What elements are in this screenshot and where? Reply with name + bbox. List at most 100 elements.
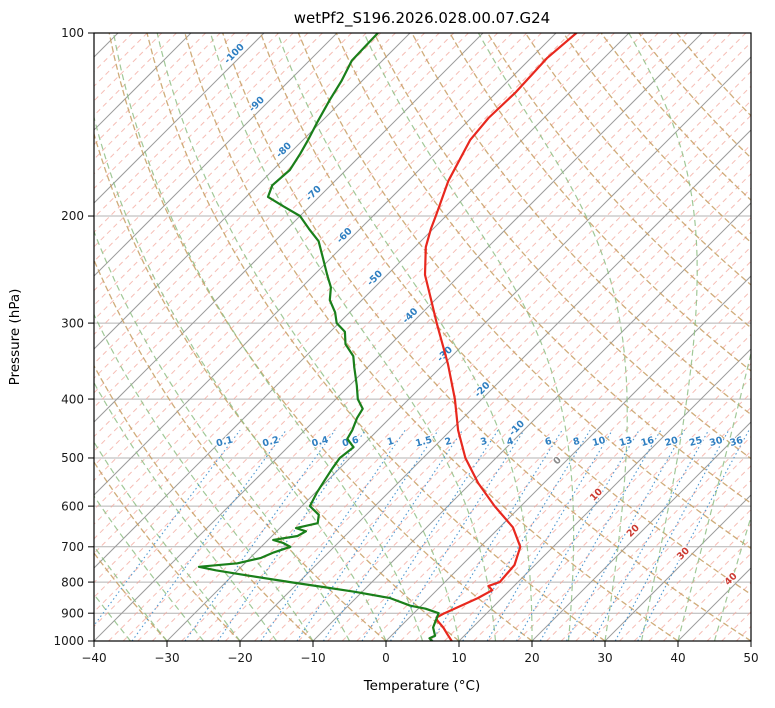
mixing-ratio-line: [637, 429, 750, 641]
minor-isotherm-line: [94, 33, 352, 292]
mixing-ratio-label: 1: [386, 436, 395, 448]
minor-isotherm-line: [94, 33, 309, 248]
isotherm-line: [458, 348, 751, 641]
isotherm-line: [94, 33, 484, 423]
x-tick-label: −10: [300, 651, 325, 665]
moist-adiabat-line: [677, 350, 751, 641]
y-tick-label: 800: [61, 575, 84, 589]
dry-adiabat-line: [108, 33, 533, 641]
dewpoint-curve: [197, 33, 440, 641]
minor-isotherm-line: [560, 450, 751, 641]
dry-adiabat-line: [373, 33, 751, 460]
mixing-ratio-lines: [94, 429, 750, 641]
x-axis-label: Temperature (°C): [363, 678, 481, 694]
isotherm-line: [239, 129, 751, 641]
plot-border: [93, 32, 752, 642]
moist-adiabat-line: [94, 495, 204, 641]
minor-isotherm-line: [94, 33, 382, 321]
mixing-ratio-labels: 0.1 0.2 0.4 0.6 1 1.5 2 3 4 6 8 10 13 16 20 25 30 36: [214, 433, 746, 451]
minor-isotherm-line: [108, 33, 717, 641]
isotherm-line: [385, 275, 751, 641]
mixing-ratio-line: [296, 429, 439, 641]
minor-isotherm-line: [648, 538, 751, 641]
mixing-ratio-line: [322, 429, 464, 641]
x-tick-label: −30: [154, 651, 179, 665]
x-tick-label: 40: [670, 651, 685, 665]
mixing-ratio-line: [592, 429, 710, 641]
dry-adiabat-line: [449, 33, 751, 372]
isotherm-line: [604, 494, 751, 641]
minor-isotherm-line: [225, 114, 751, 641]
minor-isotherm-line: [429, 319, 751, 641]
minor-isotherm-line: [692, 581, 751, 641]
moist-adiabat-line: [94, 381, 277, 641]
moist-adiabat-line: [94, 545, 168, 641]
minor-isotherm-line: [94, 33, 586, 525]
dry-adiabat-line: [94, 460, 241, 641]
isotherm-line: [94, 33, 192, 131]
mixing-ratio-label: 1.5: [414, 435, 433, 450]
minor-isotherm-line: [137, 33, 747, 641]
minor-isotherm-line: [94, 33, 250, 190]
mixing-ratio-label: 8: [572, 436, 582, 448]
x-tick-label: −40: [81, 651, 106, 665]
moist-adiabat-line: [94, 115, 387, 641]
moist-adiabat-line: [713, 515, 751, 641]
isotherm-label: -60: [335, 226, 355, 246]
minor-isotherm-line: [94, 33, 571, 511]
minor-isotherm-line: [94, 33, 674, 613]
chart-title: wetPf2_S196.2026.028.00.07.G24: [294, 9, 550, 28]
moist-adiabat-line: [94, 229, 351, 641]
mixing-ratio-line: [539, 429, 662, 641]
dry-adiabat-line: [335, 33, 751, 504]
moist-adiabat-line: [363, 33, 575, 641]
x-tick-label: −20: [227, 651, 252, 665]
dry-adiabat-line: [638, 33, 751, 159]
isotherm-line: [94, 33, 338, 277]
y-tick-label: 700: [61, 540, 84, 554]
minor-isotherm-line: [122, 33, 732, 641]
isotherm-label: 20: [625, 522, 642, 539]
minor-isotherm-line: [94, 33, 601, 540]
x-tick-label: 30: [597, 651, 612, 665]
x-tick-label: 20: [524, 651, 539, 665]
mixing-ratio-label: 25: [688, 435, 704, 449]
minor-isotherm-line: [487, 377, 751, 641]
mixing-ratio-label: 30: [708, 435, 724, 449]
mixing-ratio-line: [131, 429, 287, 641]
minor-isotherm-line: [298, 187, 751, 641]
mixing-ratio-label: 36: [729, 435, 745, 449]
moist-adiabat-line: [94, 441, 241, 641]
minor-isotherm-line: [94, 33, 367, 306]
y-tick-label: 600: [61, 499, 84, 513]
isotherm-lines: [94, 33, 751, 641]
mixing-ratio-line: [184, 429, 336, 641]
mixing-ratio-line: [390, 429, 525, 641]
mixing-ratio-line: [614, 429, 730, 641]
mixing-ratio-line: [217, 429, 366, 641]
minor-isotherm-line: [254, 143, 751, 641]
mixing-ratio-line: [566, 429, 685, 641]
x-tick-label: 0: [382, 651, 390, 665]
mixing-ratio-label: 20: [664, 435, 680, 449]
isotherm-line: [94, 33, 265, 204]
isotherm-label: -50: [365, 268, 385, 288]
dry-adiabat-line: [94, 258, 387, 641]
minor-isotherm-line: [94, 33, 688, 628]
y-tick-label: 500: [61, 451, 84, 465]
isotherm-line: [677, 567, 751, 641]
minor-isotherm-line: [400, 289, 751, 641]
mixing-ratio-label: 10: [591, 435, 607, 449]
moist-adiabat-line: [209, 33, 497, 641]
minor-isotherm-line: [721, 611, 751, 641]
isotherm-line: [166, 56, 751, 641]
dry-adiabat-line: [94, 552, 168, 641]
dry-adiabat-line: [487, 33, 751, 329]
temperature-curve: [423, 33, 578, 641]
isotherm-line: [94, 33, 411, 350]
minor-isotherm-lines: [94, 33, 751, 641]
minor-isotherm-line: [517, 406, 751, 641]
sounding-curves: [197, 33, 578, 641]
